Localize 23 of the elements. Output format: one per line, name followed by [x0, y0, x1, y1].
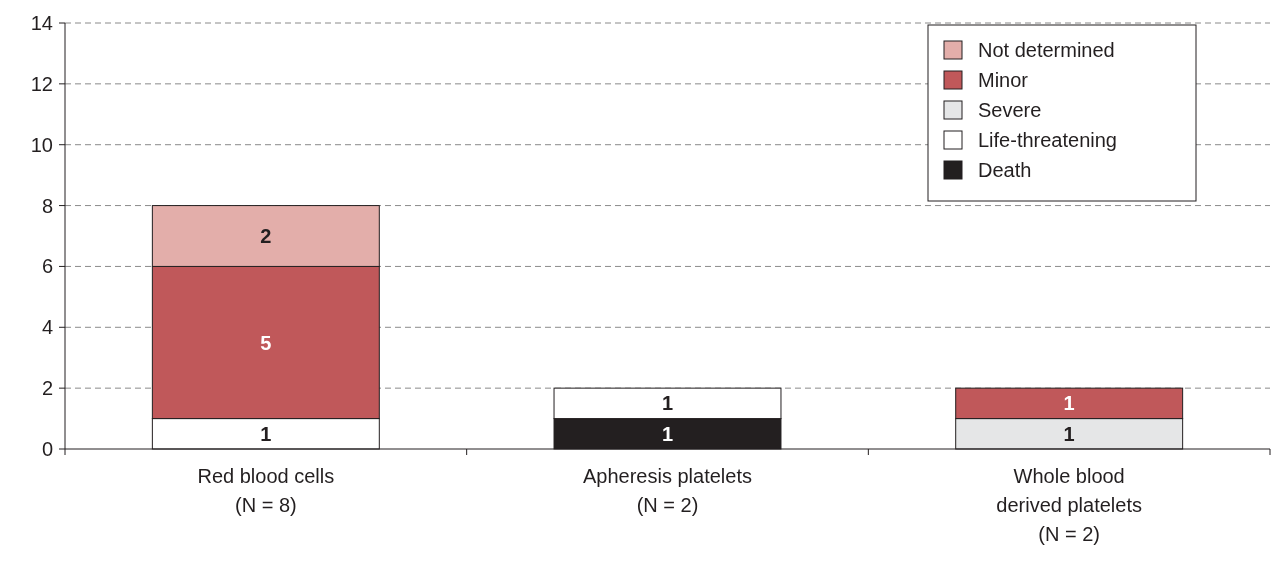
legend-label: Death — [978, 159, 1032, 181]
x-tick-label: Apheresis platelets (N = 2) — [583, 465, 752, 516]
data-label: 5 — [260, 331, 272, 354]
y-tick-label: 2 — [41, 377, 53, 400]
y-tick-label: 6 — [41, 255, 53, 278]
data-label: 1 — [260, 422, 272, 445]
data-label: 2 — [260, 225, 272, 247]
y-tick-label: 12 — [30, 72, 53, 95]
x-tick-label: Whole blood derived platelets (N = 2) — [996, 465, 1142, 545]
legend-label: Life-threatening — [978, 129, 1117, 151]
y-tick-label: 0 — [41, 438, 53, 460]
x-tick-label: Red blood cells (N = 8) — [197, 465, 335, 516]
data-label: 1 — [1063, 392, 1075, 415]
y-tick-label: 10 — [30, 133, 53, 156]
y-tick-label: 14 — [30, 12, 53, 34]
data-label: 1 — [1063, 422, 1075, 445]
data-label: 1 — [661, 392, 674, 415]
y-tick-label: 4 — [41, 316, 53, 339]
legend-label: Severe — [978, 99, 1042, 121]
legend-label: Minor — [978, 69, 1029, 91]
y-tick-label: 8 — [41, 194, 53, 217]
data-label: 1 — [661, 422, 674, 445]
legend-label: Not determined — [978, 39, 1115, 61]
